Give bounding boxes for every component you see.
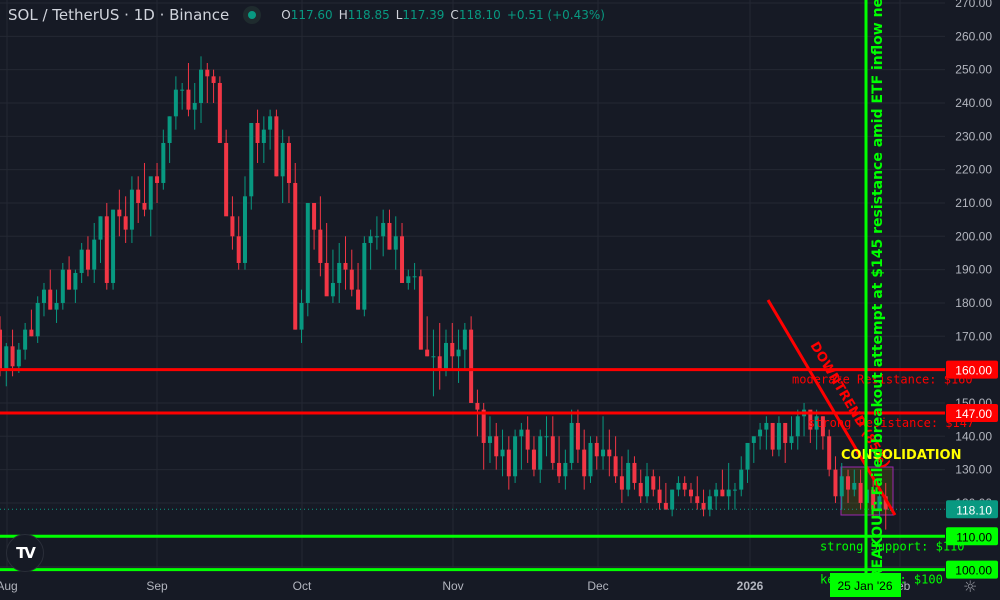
svg-text:118.10: 118.10: [956, 503, 992, 517]
price-tick-label: 130.00: [955, 463, 992, 477]
high-label: H: [338, 8, 348, 22]
price-tick-label: 240.00: [955, 96, 992, 110]
time-tick-label: Nov: [442, 579, 463, 593]
level-price-badge: [946, 527, 998, 546]
low-value: 117.39: [402, 8, 445, 22]
price-tick-label: 230.00: [955, 129, 992, 143]
level-price-badge: [946, 403, 998, 422]
symbol-title[interactable]: SOL / TetherUS · 1D · Binance: [8, 6, 230, 24]
price-tick-label: 190.00: [955, 263, 992, 277]
crosshair-date-badge: [830, 573, 901, 597]
gear-icon[interactable]: ☼: [963, 577, 978, 596]
level-label: strong Support: $110: [820, 539, 965, 553]
market-status-dot-icon: [243, 6, 262, 24]
candles: [0, 56, 894, 530]
open-label: O: [281, 8, 291, 22]
tradingview-logo-icon[interactable]: TV: [6, 534, 44, 572]
price-tick-label: 220.00: [955, 163, 992, 177]
price-tick-label: 200.00: [955, 229, 992, 243]
price-tick-label: 260.00: [955, 29, 992, 43]
breakout-label: BREAKOUT: Failed breakout attempt at $14…: [870, 0, 886, 590]
level-price-badge: [946, 360, 998, 379]
price-tick-label: 180.00: [955, 296, 992, 310]
low-label: L: [395, 8, 403, 22]
svg-text:110.00: 110.00: [956, 530, 992, 544]
time-tick-label: Dec: [587, 579, 608, 593]
time-tick-label: Sep: [146, 579, 168, 593]
open-value: 117.60: [290, 8, 333, 22]
svg-text:147.00: 147.00: [955, 407, 992, 421]
price-tick-label: 250.00: [955, 63, 992, 77]
svg-text:160.00: 160.00: [955, 364, 992, 378]
time-tick-label: Aug: [0, 579, 18, 593]
close-label: C: [450, 8, 459, 22]
price-tick-label: 270.00: [955, 0, 992, 10]
level-label: moderate Resistance: $160: [792, 373, 973, 387]
time-tick-label: Oct: [293, 579, 312, 593]
close-value: 118.10: [458, 8, 501, 22]
consolidation-label: CONSOLIDATION: [841, 448, 962, 463]
svg-text:25 Jan '26: 25 Jan '26: [837, 579, 892, 593]
downtrend-line[interactable]: [766, 299, 897, 516]
last-price-badge: [946, 500, 998, 519]
change-value: +0.51 (+0.43%): [506, 8, 605, 22]
price-tick-label: 170.00: [955, 329, 992, 343]
time-tick-label: 2026: [737, 579, 764, 593]
price-tick-label: 210.00: [955, 196, 992, 210]
level-label: strong Resistance: $147: [808, 416, 974, 430]
high-value: 118.85: [347, 8, 390, 22]
svg-text:100.00: 100.00: [955, 564, 992, 578]
price-tick-label: 140.00: [955, 429, 992, 443]
level-price-badge: [946, 560, 998, 579]
